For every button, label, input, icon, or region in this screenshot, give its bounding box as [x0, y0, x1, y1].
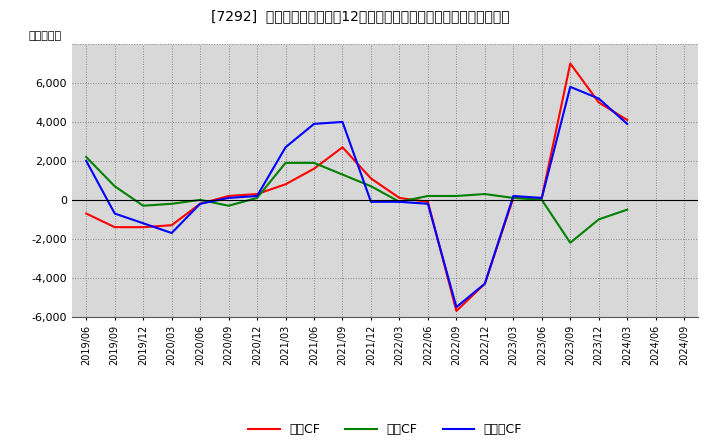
フリーCF	[282, 145, 290, 150]
投資CF	[395, 199, 404, 205]
営業CF	[537, 195, 546, 201]
営業CF	[452, 308, 461, 314]
フリーCF	[395, 199, 404, 205]
投資CF	[253, 195, 261, 201]
投資CF	[225, 203, 233, 209]
営業CF	[595, 100, 603, 105]
投資CF	[595, 217, 603, 222]
投資CF	[480, 191, 489, 197]
営業CF	[509, 195, 518, 201]
フリーCF	[423, 201, 432, 206]
フリーCF	[366, 199, 375, 205]
営業CF	[480, 281, 489, 286]
投資CF	[452, 193, 461, 198]
フリーCF	[310, 121, 318, 127]
Line: 営業CF: 営業CF	[86, 63, 627, 311]
営業CF	[366, 176, 375, 181]
フリーCF	[225, 195, 233, 201]
営業CF	[167, 223, 176, 228]
営業CF	[282, 182, 290, 187]
Text: （百万円）: （百万円）	[28, 31, 61, 41]
フリーCF	[110, 211, 119, 216]
投資CF	[110, 183, 119, 189]
営業CF	[338, 145, 347, 150]
投資CF	[338, 172, 347, 177]
営業CF	[110, 224, 119, 230]
営業CF	[566, 61, 575, 66]
営業CF	[395, 195, 404, 201]
投資CF	[310, 160, 318, 165]
営業CF	[225, 193, 233, 198]
フリーCF	[509, 193, 518, 198]
投資CF	[566, 240, 575, 246]
投資CF	[139, 203, 148, 209]
Text: [7292]  キャッシュフローの12か月移動合計の対前年同期増減額の推移: [7292] キャッシュフローの12か月移動合計の対前年同期増減額の推移	[211, 9, 509, 23]
営業CF	[623, 117, 631, 123]
フリーCF	[566, 84, 575, 89]
投資CF	[82, 154, 91, 160]
フリーCF	[82, 158, 91, 164]
フリーCF	[480, 281, 489, 286]
フリーCF	[623, 121, 631, 127]
営業CF	[253, 191, 261, 197]
投資CF	[366, 183, 375, 189]
投資CF	[282, 160, 290, 165]
フリーCF	[537, 195, 546, 201]
営業CF	[139, 224, 148, 230]
フリーCF	[338, 119, 347, 125]
投資CF	[423, 193, 432, 198]
投資CF	[167, 201, 176, 206]
営業CF	[196, 201, 204, 206]
営業CF	[82, 211, 91, 216]
フリーCF	[253, 193, 261, 198]
Legend: 営業CF, 投資CF, フリーCF: 営業CF, 投資CF, フリーCF	[243, 418, 527, 440]
営業CF	[310, 166, 318, 171]
営業CF	[423, 199, 432, 205]
フリーCF	[139, 220, 148, 226]
フリーCF	[595, 96, 603, 101]
投資CF	[509, 195, 518, 201]
投資CF	[196, 197, 204, 202]
投資CF	[537, 197, 546, 202]
投資CF	[623, 207, 631, 212]
フリーCF	[196, 201, 204, 206]
フリーCF	[452, 304, 461, 310]
Line: 投資CF: 投資CF	[86, 157, 627, 243]
フリーCF	[167, 231, 176, 236]
Line: フリーCF: フリーCF	[86, 87, 627, 307]
